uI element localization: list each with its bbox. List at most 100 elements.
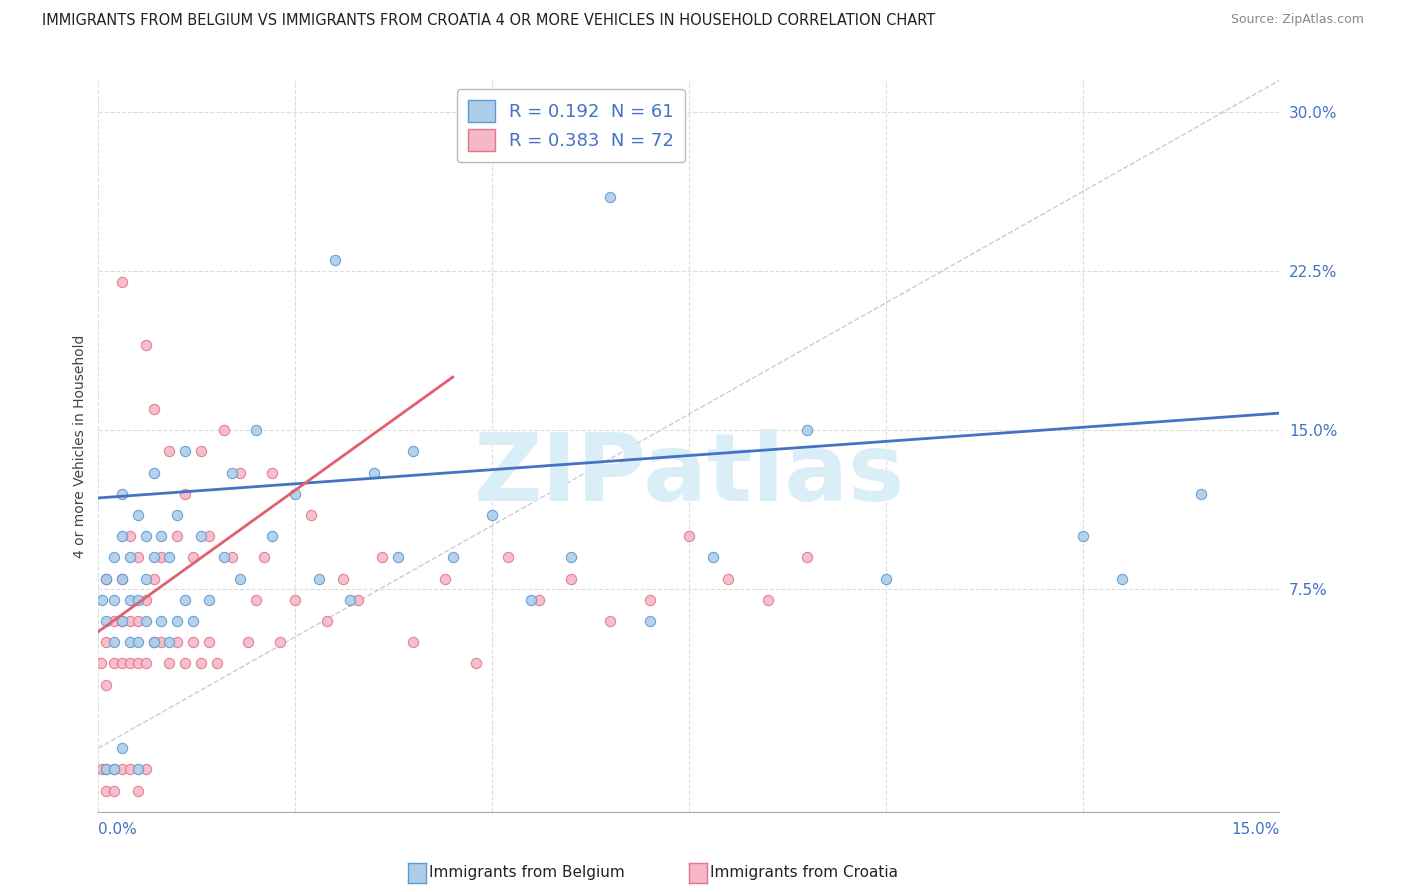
Point (166, 635, 188, 649)
Point (638, 614, 661, 628)
Point (127, 635, 149, 649)
Point (111, 275, 134, 289)
Point (127, 508, 149, 522)
Point (174, 444, 197, 458)
Point (181, 635, 204, 649)
Point (1071, 529, 1094, 543)
Point (197, 529, 219, 543)
Point (299, 508, 322, 522)
Point (529, 592, 551, 607)
Point (260, 466, 283, 480)
Point (638, 592, 661, 607)
Point (678, 529, 700, 543)
Point (339, 592, 361, 607)
Point (111, 741, 134, 756)
Point (441, 550, 464, 565)
Point (253, 550, 276, 565)
Point (96, 762, 118, 776)
Point (197, 592, 219, 607)
Text: Source: ZipAtlas.com: Source: ZipAtlas.com (1230, 13, 1364, 27)
Point (245, 592, 267, 607)
Point (308, 572, 330, 586)
Point (214, 550, 236, 565)
Point (111, 572, 134, 586)
Point (190, 657, 212, 671)
Point (190, 529, 212, 543)
Point (174, 592, 197, 607)
Point (756, 592, 779, 607)
Point (142, 635, 165, 649)
Point (284, 486, 307, 500)
Point (323, 253, 346, 268)
Point (135, 572, 157, 586)
Point (221, 550, 243, 565)
Point (103, 635, 125, 649)
Point (103, 657, 125, 671)
Point (135, 338, 157, 352)
Point (118, 550, 141, 565)
Point (135, 529, 157, 543)
Point (796, 550, 818, 565)
Point (174, 486, 197, 500)
Point (127, 783, 149, 797)
Point (496, 550, 519, 565)
Point (197, 635, 219, 649)
Point (96, 572, 118, 586)
Point (229, 572, 252, 586)
Point (96, 614, 118, 628)
Point (118, 635, 141, 649)
Point (190, 444, 212, 458)
Point (111, 614, 134, 628)
Point (402, 635, 425, 649)
Point (103, 614, 125, 628)
Point (103, 783, 125, 797)
Point (214, 423, 236, 437)
Point (118, 592, 141, 607)
Point (702, 550, 724, 565)
Point (796, 423, 818, 437)
Point (520, 592, 543, 607)
Point (363, 466, 385, 480)
Y-axis label: 4 or more Vehicles in Household: 4 or more Vehicles in Household (73, 334, 87, 558)
Point (433, 572, 456, 586)
Point (371, 550, 394, 565)
Text: 0.0%: 0.0% (98, 822, 138, 838)
Point (142, 401, 165, 416)
Point (150, 635, 173, 649)
Point (157, 550, 180, 565)
Point (135, 762, 157, 776)
Point (315, 614, 337, 628)
Point (229, 466, 252, 480)
Point (111, 762, 134, 776)
Text: IMMIGRANTS FROM BELGIUM VS IMMIGRANTS FROM CROATIA 4 OR MORE VEHICLES IN HOUSEHO: IMMIGRANTS FROM BELGIUM VS IMMIGRANTS FR… (42, 13, 935, 29)
Point (118, 614, 141, 628)
Text: ZIPatlas: ZIPatlas (474, 429, 904, 521)
Point (96, 677, 118, 691)
Point (402, 444, 425, 458)
Point (481, 508, 503, 522)
Point (332, 572, 354, 586)
Point (387, 550, 409, 565)
Point (135, 657, 157, 671)
Point (181, 614, 204, 628)
Point (465, 657, 488, 671)
Point (111, 657, 134, 671)
Point (599, 190, 621, 204)
Point (347, 592, 370, 607)
Point (118, 762, 141, 776)
Point (157, 635, 180, 649)
Point (717, 572, 740, 586)
Point (90, 657, 112, 671)
Point (875, 572, 897, 586)
Point (560, 572, 582, 586)
Point (142, 550, 165, 565)
Point (150, 550, 173, 565)
Point (103, 592, 125, 607)
Point (221, 466, 243, 480)
Point (269, 635, 291, 649)
Point (284, 592, 307, 607)
Point (111, 572, 134, 586)
Point (166, 614, 188, 628)
Point (150, 529, 173, 543)
Point (150, 614, 173, 628)
